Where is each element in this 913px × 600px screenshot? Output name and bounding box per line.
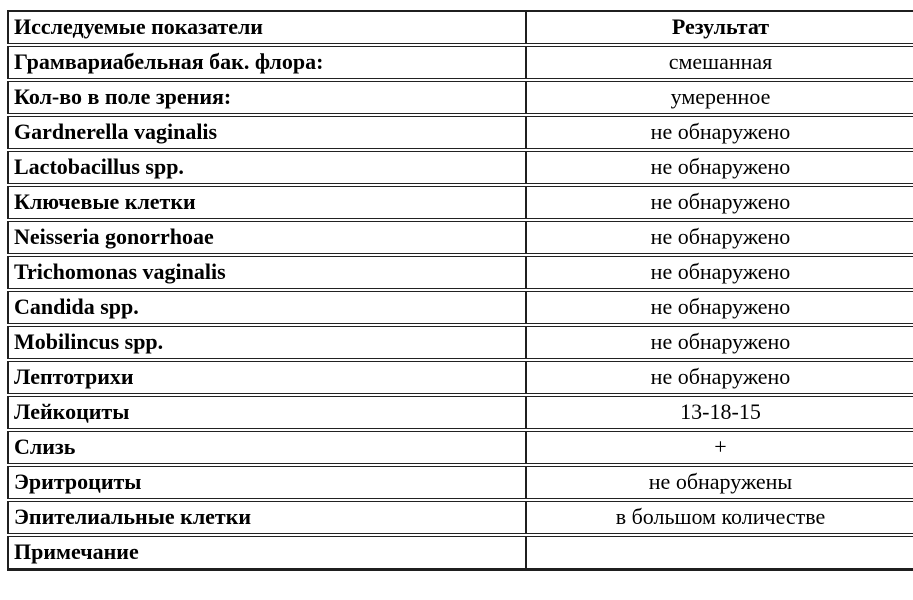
result-cell: в большом количестве [526,500,913,537]
table-row: Лейкоциты 13-18-15 [8,395,913,432]
table-row: Ключевые клетки не обнаружено [8,185,913,222]
table-row: Эпителиальные клетки в большом количеств… [8,500,913,537]
parameter-cell: Лептотрихи [8,360,527,397]
result-cell: не обнаружены [526,465,913,502]
parameter-cell: Mobilincus spp. [8,325,527,362]
table-row: Грамвариабельная бак. флора: смешанная [8,45,913,82]
table-row: Candida spp. не обнаружено [8,290,913,327]
table-row: Эритроциты не обнаружены [8,465,913,502]
parameter-cell: Примечание [8,535,527,570]
header-parameter: Исследуемые показатели [8,11,527,47]
parameter-cell: Грамвариабельная бак. флора: [8,45,527,82]
result-cell: не обнаружено [526,150,913,187]
result-cell: умеренное [526,80,913,117]
parameter-cell: Gardnerella vaginalis [8,115,527,152]
parameter-cell: Эпителиальные клетки [8,500,527,537]
table-row: Mobilincus spp. не обнаружено [8,325,913,362]
parameter-cell: Слизь [8,430,527,467]
table-header-row: Исследуемые показатели Результат [8,11,913,47]
table-row: Trichomonas vaginalis не обнаружено [8,255,913,292]
parameter-cell: Lactobacillus spp. [8,150,527,187]
result-cell: не обнаружено [526,360,913,397]
header-result: Результат [526,11,913,47]
table-row: Слизь + [8,430,913,467]
parameter-cell: Ключевые клетки [8,185,527,222]
result-cell: не обнаружено [526,255,913,292]
result-cell: 13-18-15 [526,395,913,432]
parameter-cell: Candida spp. [8,290,527,327]
parameter-cell: Эритроциты [8,465,527,502]
parameter-cell: Лейкоциты [8,395,527,432]
parameter-cell: Neisseria gonorrhoae [8,220,527,257]
table-row: Кол-во в поле зрения: умеренное [8,80,913,117]
result-cell: смешанная [526,45,913,82]
result-cell: не обнаружено [526,325,913,362]
result-cell: + [526,430,913,467]
parameter-cell: Trichomonas vaginalis [8,255,527,292]
table-row: Gardnerella vaginalis не обнаружено [8,115,913,152]
result-cell: не обнаружено [526,220,913,257]
table-row: Lactobacillus spp. не обнаружено [8,150,913,187]
table-row: Лептотрихи не обнаружено [8,360,913,397]
table-row: Примечание [8,535,913,570]
parameter-cell: Кол-во в поле зрения: [8,80,527,117]
result-cell [526,535,913,570]
result-cell: не обнаружено [526,115,913,152]
result-cell: не обнаружено [526,290,913,327]
table-row: Neisseria gonorrhoae не обнаружено [8,220,913,257]
lab-results-table: Исследуемые показатели Результат Грамвар… [7,10,913,571]
result-cell: не обнаружено [526,185,913,222]
